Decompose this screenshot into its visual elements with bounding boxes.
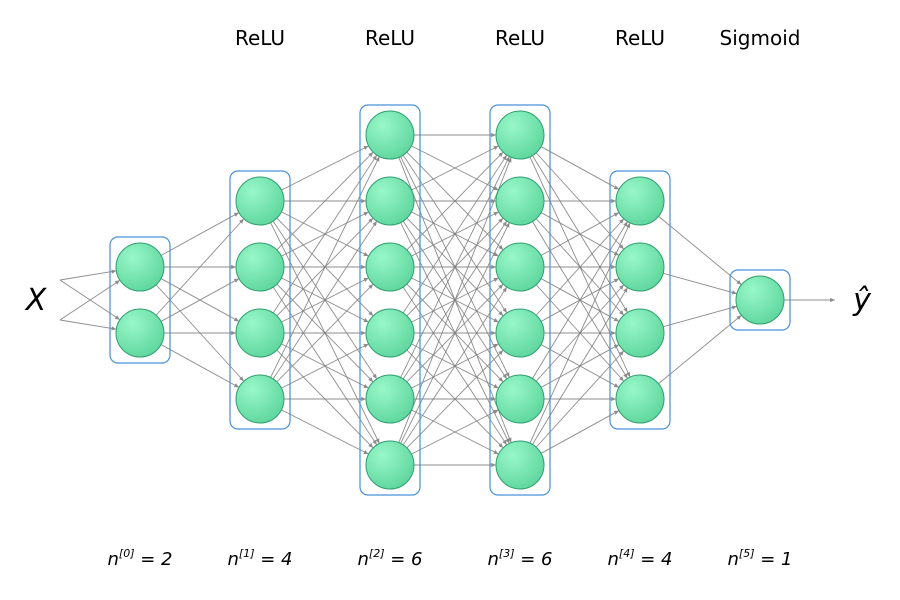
neuron-l1-n3 bbox=[236, 375, 284, 423]
neuron-l1-n0 bbox=[236, 177, 284, 225]
output-label: ŷ bbox=[852, 283, 872, 318]
neuron-l2-n2 bbox=[366, 243, 414, 291]
edge bbox=[532, 288, 627, 445]
neuron-l5-n0 bbox=[736, 276, 784, 324]
neuron-l2-n4 bbox=[366, 375, 414, 423]
edge bbox=[663, 273, 737, 293]
activation-label-3: ReLU bbox=[495, 26, 545, 50]
layer-size-label-1: n[1] = 4 bbox=[228, 547, 293, 570]
neuron-l3-n1 bbox=[496, 177, 544, 225]
neuron-l2-n3 bbox=[366, 309, 414, 357]
layer-box-2 bbox=[360, 105, 420, 495]
neuron-l1-n1 bbox=[236, 243, 284, 291]
neuron-l4-n2 bbox=[616, 309, 664, 357]
edge bbox=[659, 315, 742, 383]
layer-box-3 bbox=[490, 105, 550, 495]
neuron-l2-n0 bbox=[366, 111, 414, 159]
edge bbox=[541, 411, 619, 454]
layer-boxes-group bbox=[110, 105, 790, 495]
edge bbox=[161, 345, 239, 388]
layer-size-label-3: n[3] = 6 bbox=[488, 547, 553, 570]
layer-size-label-2: n[2] = 6 bbox=[358, 547, 423, 570]
nodes-group bbox=[116, 111, 784, 489]
edge bbox=[663, 306, 737, 326]
neuron-l3-n2 bbox=[496, 243, 544, 291]
input-label: X bbox=[24, 283, 48, 318]
neuron-l1-n2 bbox=[236, 309, 284, 357]
neuron-l2-n5 bbox=[366, 441, 414, 489]
neuron-l3-n0 bbox=[496, 111, 544, 159]
layer-size-label-0: n[0] = 2 bbox=[108, 547, 173, 570]
edge bbox=[273, 155, 377, 313]
edge bbox=[161, 213, 239, 256]
edges-group bbox=[60, 135, 835, 465]
neuron-l3-n5 bbox=[496, 441, 544, 489]
activation-label-1: ReLU bbox=[235, 26, 285, 50]
input-edge bbox=[60, 320, 116, 329]
neural-network-diagram: ReLU ReLU ReLU ReLU Sigmoid n[0] = 2 n[1] = 4 n… bbox=[0, 0, 900, 600]
activation-label-2: ReLU bbox=[365, 26, 415, 50]
layer-size-label-4: n[4] = 4 bbox=[608, 547, 673, 570]
input-edge bbox=[60, 271, 116, 280]
neuron-l4-n1 bbox=[616, 243, 664, 291]
neuron-l2-n1 bbox=[366, 177, 414, 225]
layer-size-label-5: n[5] = 1 bbox=[728, 547, 793, 570]
activation-label-4: ReLU bbox=[615, 26, 665, 50]
neuron-l0-n0 bbox=[116, 243, 164, 291]
activation-label-5: Sigmoid bbox=[720, 26, 801, 50]
edge bbox=[281, 410, 368, 454]
neuron-l0-n1 bbox=[116, 309, 164, 357]
edge bbox=[659, 216, 742, 284]
neuron-l3-n3 bbox=[496, 309, 544, 357]
edge bbox=[541, 147, 619, 190]
edge bbox=[281, 146, 368, 190]
neuron-l4-n3 bbox=[616, 375, 664, 423]
neuron-l3-n4 bbox=[496, 375, 544, 423]
neuron-l4-n0 bbox=[616, 177, 664, 225]
